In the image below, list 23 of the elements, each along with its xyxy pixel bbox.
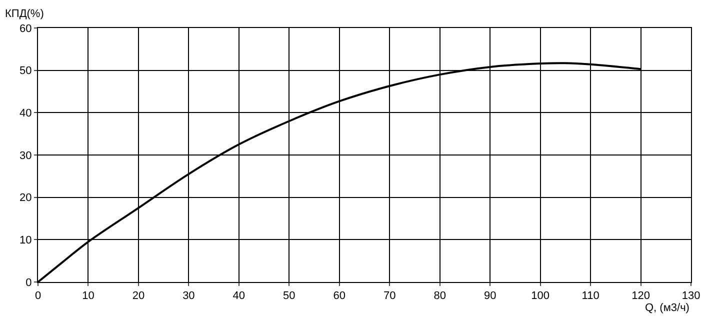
y-axis-title: КПД(%) xyxy=(5,8,44,20)
x-tick-label: 0 xyxy=(34,290,42,302)
x-tick-label: 90 xyxy=(484,290,496,302)
y-tick-label: 40 xyxy=(20,108,32,120)
x-axis-title: Q, (м3/ч) xyxy=(645,302,690,314)
x-tick-label: 10 xyxy=(82,290,94,302)
x-tick-label: 30 xyxy=(182,290,195,302)
x-tick-label: 20 xyxy=(132,290,145,302)
y-tick-label: 60 xyxy=(20,22,32,35)
x-tick-label: 60 xyxy=(333,290,346,302)
x-tick-label: 70 xyxy=(383,290,396,302)
x-tick-label: 130 xyxy=(682,290,700,302)
x-tick-label: 120 xyxy=(632,290,650,302)
y-tick-label: 0 xyxy=(26,276,32,289)
x-tick-label: 100 xyxy=(531,290,550,302)
y-tick-label: 50 xyxy=(20,65,32,78)
y-tick-label: 20 xyxy=(20,192,32,204)
x-tick-label: 110 xyxy=(582,290,600,302)
x-tick-label: 40 xyxy=(232,290,246,302)
y-tick-label: 10 xyxy=(20,234,32,247)
x-tick-label: 80 xyxy=(434,290,446,302)
y-tick-label: 30 xyxy=(20,150,32,162)
x-tick-label: 50 xyxy=(283,290,296,302)
